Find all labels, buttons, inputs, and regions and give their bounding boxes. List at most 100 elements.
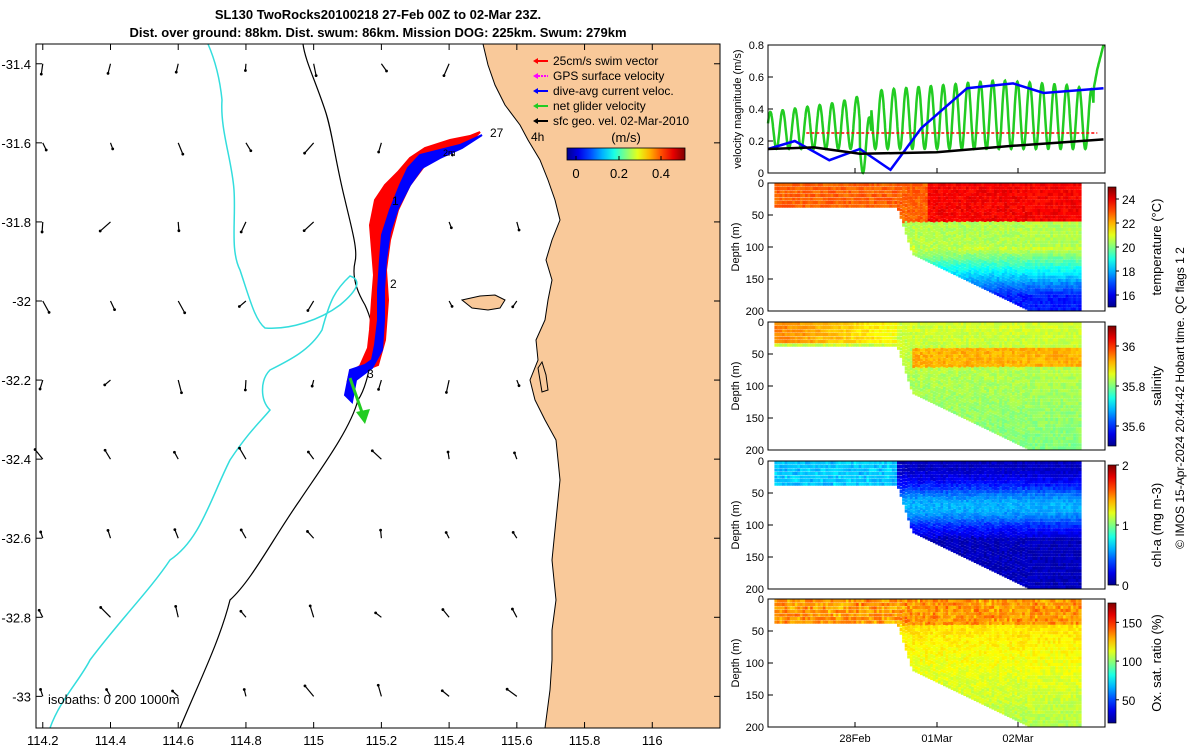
section-datapoint [991, 192, 995, 196]
section-datapoint [1017, 247, 1021, 252]
section-datapoint [953, 205, 957, 209]
section-datapoint [925, 193, 929, 197]
section-datapoint [935, 260, 939, 264]
section-datapoint [958, 361, 962, 365]
section-datapoint [1012, 341, 1016, 345]
section-datapoint [1078, 221, 1082, 225]
section-datapoint [825, 190, 829, 194]
section-datapoint [1045, 227, 1049, 232]
section-datapoint [978, 271, 982, 275]
section-datapoint [973, 227, 977, 231]
section-datapoint [1017, 264, 1021, 268]
section-datapoint [1060, 262, 1064, 267]
section-datapoint [1063, 202, 1067, 206]
section-datapoint [1050, 256, 1054, 260]
section-datapoint [912, 342, 916, 346]
section-datapoint [1037, 307, 1041, 311]
section-datapoint [1042, 208, 1046, 212]
section-datapoint [881, 329, 885, 333]
isobaths-label: isobaths: 0 200 1000m [48, 692, 180, 707]
section-datapoint [1006, 202, 1011, 206]
section-datapoint [932, 186, 936, 190]
section-datapoint [943, 250, 947, 255]
section-datapoint [797, 322, 801, 326]
section-datapoint [774, 329, 778, 333]
section-datapoint [963, 267, 967, 271]
section-datapoint [958, 371, 962, 375]
section-datapoint [968, 328, 972, 332]
section-datapoint [932, 384, 936, 388]
section-datapoint [909, 357, 913, 361]
section-datapoint [991, 268, 995, 272]
section-datapoint [983, 377, 988, 381]
sfc-geo-arrowhead [40, 230, 44, 234]
section-datapoint [843, 183, 847, 187]
section-datapoint [920, 365, 924, 369]
section-datapoint [953, 382, 957, 386]
section-datapoint [937, 206, 942, 210]
section-datapoint [937, 212, 942, 216]
section-datapoint [930, 206, 934, 210]
section-datapoint [991, 211, 995, 215]
section-datapoint [1070, 189, 1074, 193]
section-datapoint [886, 201, 890, 205]
section-datapoint [989, 399, 993, 403]
section-datapoint [940, 196, 944, 200]
section-datapoint [833, 332, 837, 337]
section-datapoint [914, 360, 919, 364]
section-datapoint [1006, 297, 1011, 301]
section-datapoint [917, 348, 921, 352]
section-datapoint [820, 186, 824, 191]
section-datapoint [930, 257, 934, 261]
section-datapoint [909, 363, 913, 368]
section-datapoint [986, 398, 990, 402]
section-datapoint [996, 247, 1000, 251]
section-datapoint [856, 332, 860, 337]
section-datapoint [1032, 259, 1036, 263]
section-datapoint [927, 379, 931, 383]
section-datapoint [914, 322, 919, 326]
section-datapoint [1029, 259, 1034, 263]
section-datapoint [994, 215, 998, 219]
section-datapoint [925, 348, 929, 352]
section-datapoint [958, 406, 962, 411]
section-datapoint [994, 263, 998, 267]
section-datapoint [912, 209, 916, 213]
section-datapoint [1004, 357, 1008, 361]
section-datapoint [1009, 402, 1013, 406]
section-datapoint [963, 251, 967, 255]
section-datapoint [1058, 297, 1062, 302]
section-datapoint [1037, 218, 1041, 222]
section-datapoint [863, 186, 867, 191]
section-datapoint [817, 183, 821, 187]
section-datapoint [968, 256, 972, 261]
section-datapoint [1052, 240, 1057, 244]
section-datapoint [999, 230, 1003, 234]
section-datapoint [971, 396, 975, 401]
section-datapoint [937, 202, 942, 207]
section-datapoint [920, 352, 924, 356]
section-datapoint [1017, 189, 1021, 194]
section-datapoint [868, 193, 873, 198]
section-datapoint [1075, 196, 1079, 200]
section-datapoint [912, 183, 916, 187]
section-datapoint [1027, 297, 1031, 302]
section-datapoint [912, 351, 916, 356]
section-datapoint [930, 377, 934, 381]
section-datapoint [904, 349, 908, 353]
section-datapoint [989, 286, 993, 290]
section-datapoint [1004, 388, 1008, 392]
section-datapoint [1055, 266, 1059, 270]
section-datapoint [1052, 288, 1057, 292]
section-datapoint [815, 197, 819, 201]
section-datapoint [943, 386, 947, 390]
legend-arrowhead-sfcgeo [533, 118, 538, 124]
section-datapoint [958, 235, 962, 239]
section-datapoint [853, 329, 857, 333]
section-datapoint [1001, 412, 1005, 416]
section-datapoint [907, 338, 911, 342]
section-datapoint [1078, 183, 1082, 187]
section-datapoint [835, 322, 839, 326]
section-datapoint [1052, 291, 1057, 295]
section-datapoint [899, 336, 903, 340]
